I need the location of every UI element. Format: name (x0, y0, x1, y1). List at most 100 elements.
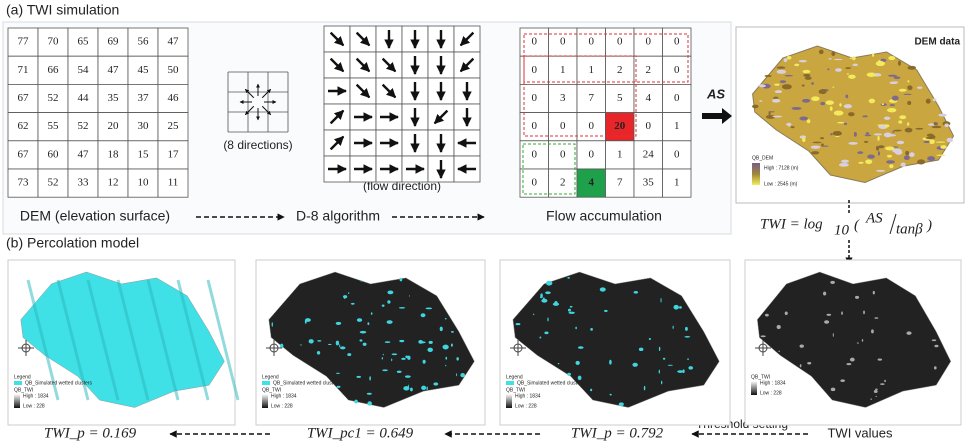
terrain (805, 76, 812, 79)
cell-value: 62 (18, 120, 29, 132)
terrain (932, 126, 942, 128)
legend-ramp (14, 394, 20, 408)
terrain (792, 107, 802, 110)
legend-swatch (14, 381, 22, 385)
terrain (764, 75, 771, 77)
cell-value: 35 (643, 177, 655, 189)
cluster (863, 311, 865, 315)
cluster (841, 311, 843, 315)
terrain (926, 99, 931, 104)
cluster (831, 388, 836, 392)
cluster (399, 340, 404, 342)
cell-value: 67 (18, 148, 30, 160)
cluster (547, 318, 548, 322)
cluster (673, 326, 674, 329)
terrain (780, 80, 786, 83)
terrain (901, 163, 906, 167)
legend-low: Low : 228 (760, 390, 782, 396)
cluster (382, 369, 388, 371)
cluster (361, 280, 362, 282)
terrain (885, 146, 895, 150)
terrain (773, 97, 779, 99)
figure: (a) TWI simulation (b) Percolation model… (0, 0, 966, 448)
cluster (663, 358, 665, 360)
cell-value: 0 (617, 36, 623, 48)
cell-value: 0 (532, 64, 538, 76)
terrain (909, 152, 914, 157)
formula-close: ) (926, 217, 932, 233)
cluster (387, 320, 393, 324)
terrain (752, 105, 759, 109)
cell-value: 5 (617, 92, 623, 104)
cell-value: 0 (560, 148, 566, 160)
cluster (609, 360, 611, 365)
cluster (659, 347, 660, 351)
cluster (541, 299, 547, 303)
cell-value: 0 (560, 36, 566, 48)
terrain (938, 114, 947, 117)
terrain (893, 81, 898, 83)
legend-clusters: QB_Simulated wetted clusters (517, 380, 584, 386)
terrain (841, 160, 849, 163)
terrain (835, 68, 842, 72)
cluster (371, 312, 373, 315)
cluster (846, 363, 851, 365)
cluster (830, 281, 835, 284)
cluster (363, 343, 367, 346)
terrain (947, 138, 953, 143)
cluster (305, 318, 311, 322)
cluster (677, 370, 683, 373)
legend-low: Low : 228 (271, 403, 293, 409)
cluster (460, 373, 465, 377)
cluster (862, 339, 863, 342)
cluster (356, 376, 361, 378)
terrain (807, 119, 811, 123)
cluster (359, 339, 362, 341)
cluster (400, 278, 403, 282)
terrain (864, 141, 868, 143)
cluster (682, 369, 684, 373)
terrain (893, 130, 901, 132)
terrain (876, 146, 879, 151)
cluster (874, 317, 878, 319)
cluster (875, 396, 876, 397)
legend-high: High : 7128 (m) (764, 165, 799, 171)
cluster (539, 337, 541, 339)
cell-value: 69 (108, 36, 120, 48)
terrain (847, 73, 849, 74)
terrain (759, 84, 764, 86)
cluster (408, 385, 409, 389)
terrain (803, 74, 810, 77)
cluster (336, 322, 341, 325)
terrain (811, 151, 819, 154)
terrain (830, 133, 832, 135)
cell-value: 0 (674, 36, 680, 48)
cell-value: 0 (646, 120, 652, 132)
cluster (575, 327, 577, 330)
cluster (336, 373, 340, 374)
cluster (558, 363, 560, 364)
legend-ramp (752, 163, 760, 185)
cluster (383, 354, 384, 356)
cell-value: 2 (617, 64, 623, 76)
cell-value: 67 (18, 92, 30, 104)
terrain (892, 131, 894, 133)
cell-value: 7 (589, 92, 595, 104)
terrain (876, 61, 885, 66)
cluster (340, 346, 345, 349)
terrain (892, 96, 899, 101)
cell-value: 37 (138, 92, 150, 104)
cluster (934, 345, 938, 348)
legend-low: Low : 228 (23, 403, 45, 409)
cluster (785, 312, 788, 316)
terrain (848, 142, 858, 145)
terrain (917, 159, 925, 164)
cluster (807, 362, 811, 364)
terrain (852, 57, 856, 61)
cluster (336, 341, 339, 346)
cell-value: 77 (18, 36, 30, 48)
cluster (661, 298, 662, 303)
formula-denominator: tanβ (896, 221, 923, 237)
terrain (917, 86, 923, 88)
legend-ramp (751, 381, 757, 395)
